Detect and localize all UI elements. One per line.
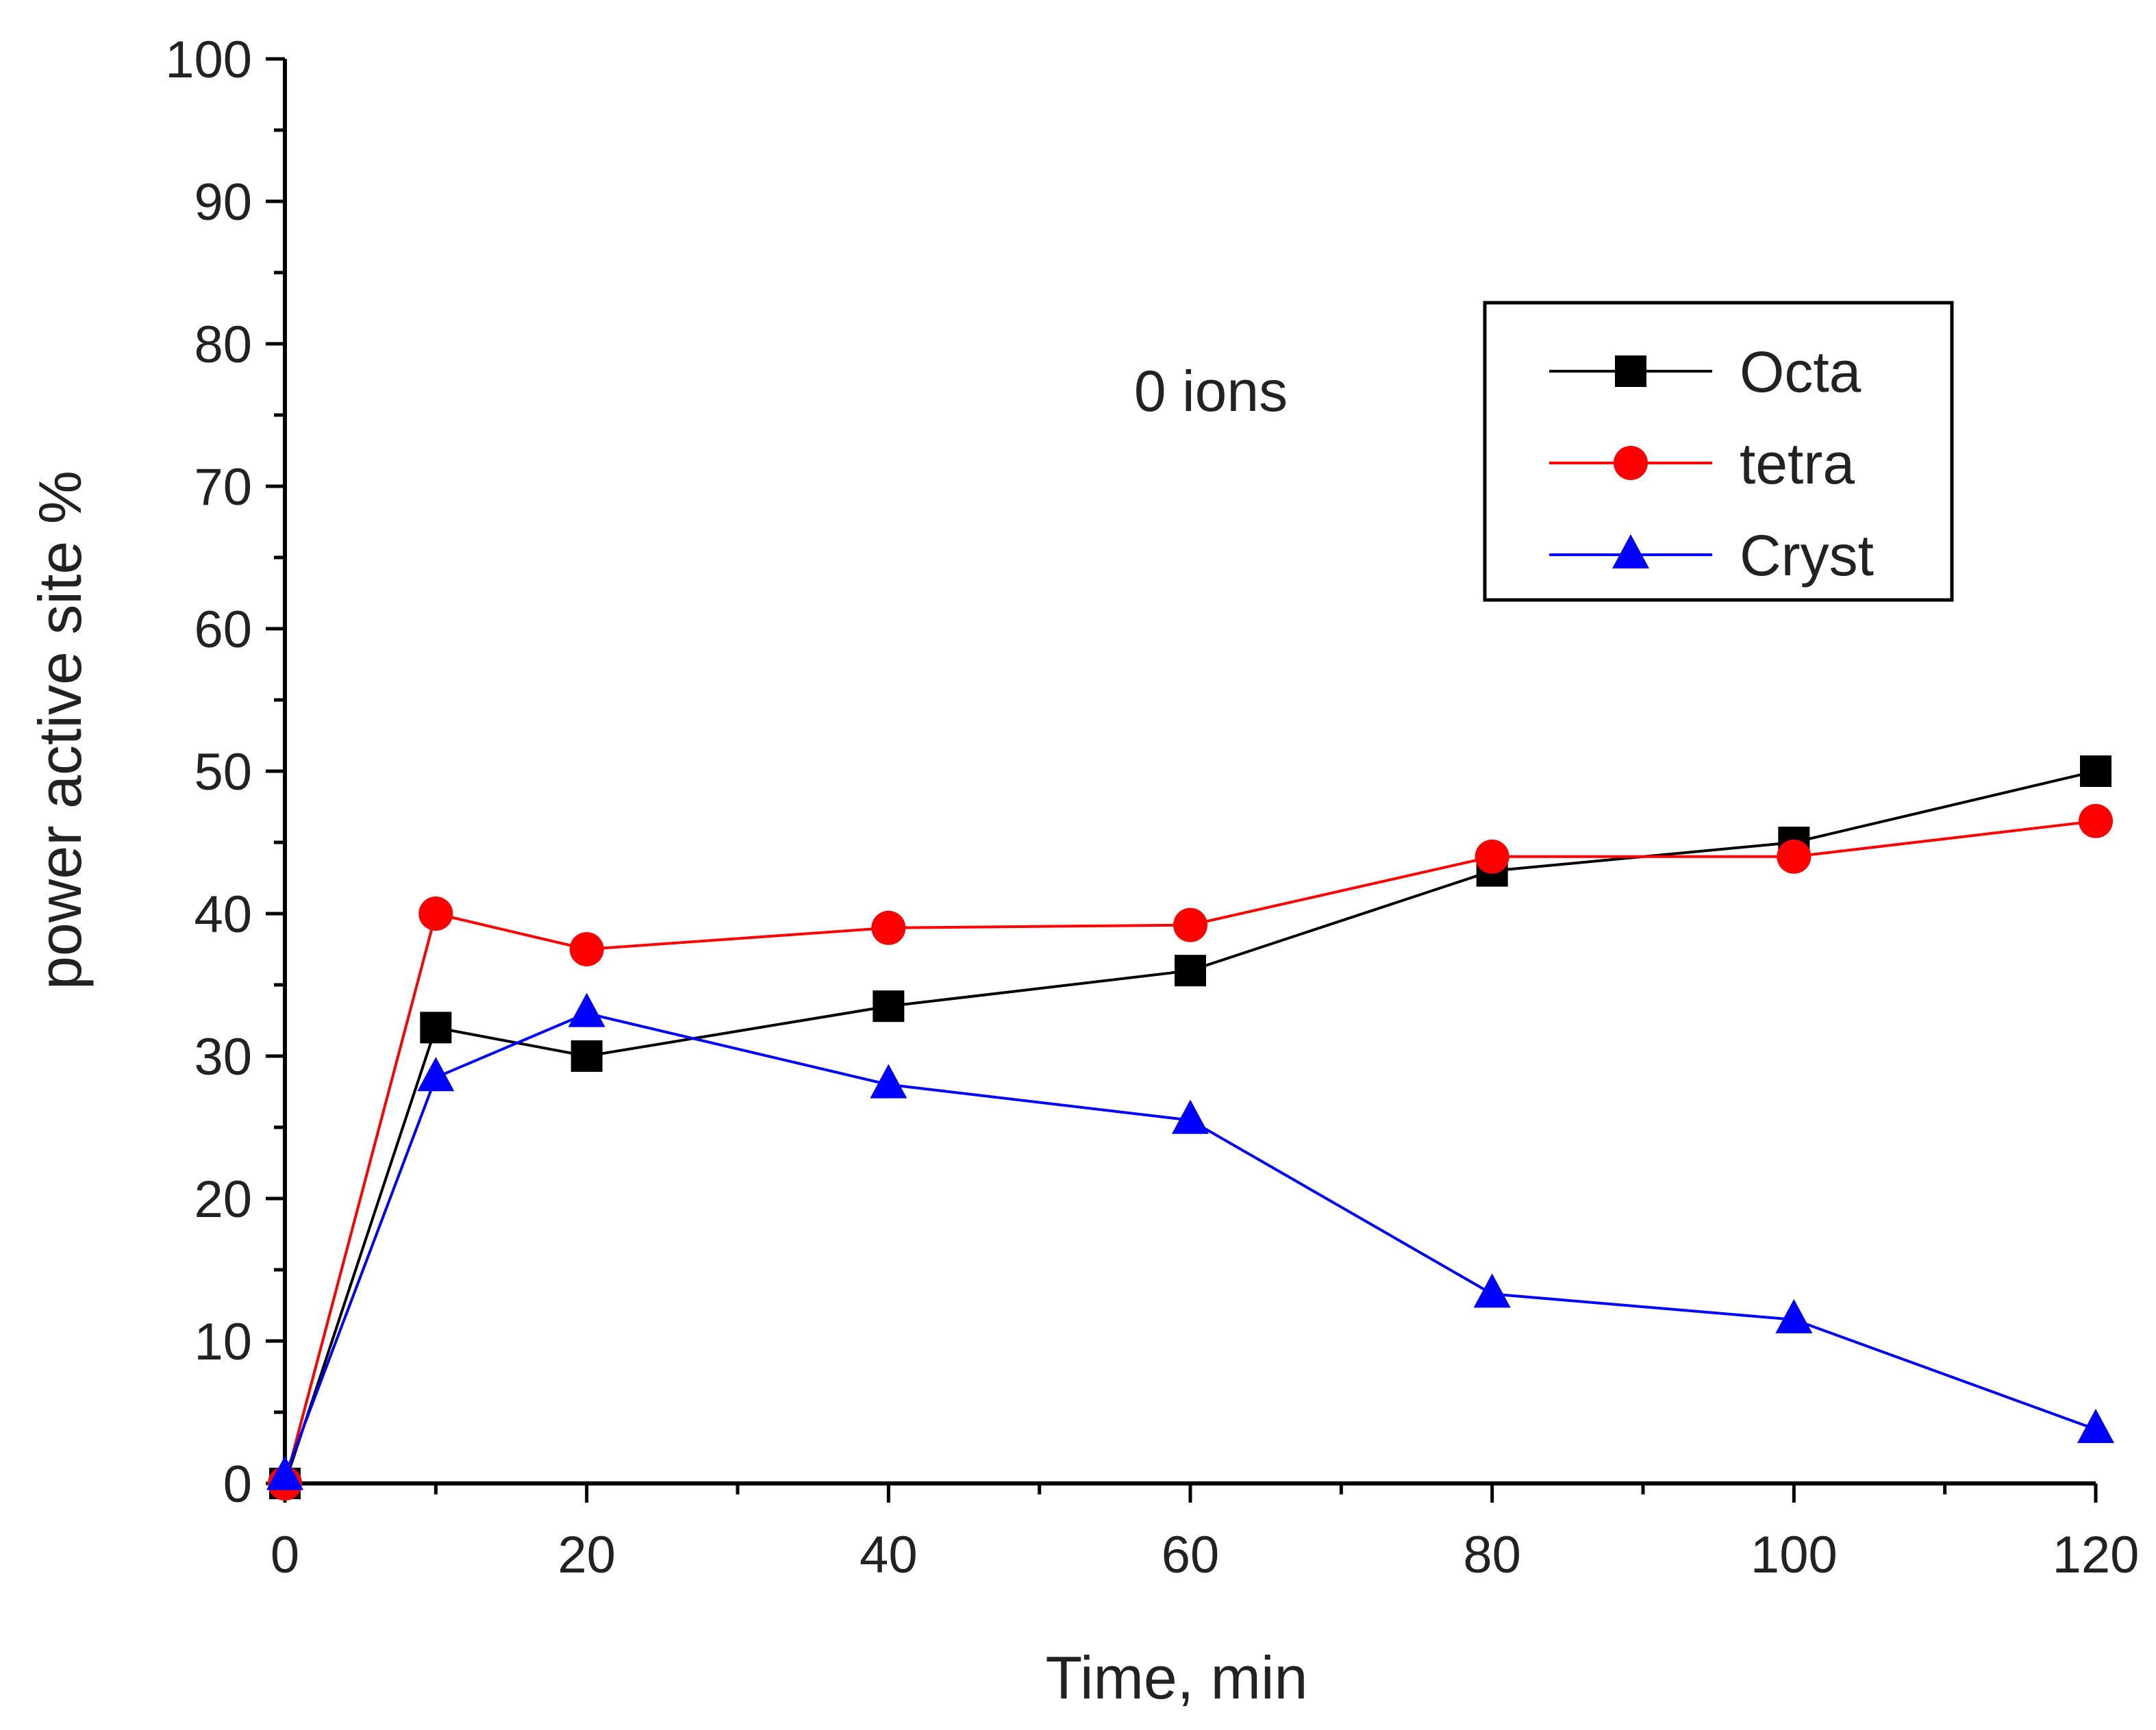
x-tick-label: 0 xyxy=(271,1526,299,1584)
data-point-octa xyxy=(1175,955,1206,987)
legend-item-cryst: Cryst xyxy=(1549,523,1874,588)
legend-marker xyxy=(1612,534,1649,568)
data-point-cryst xyxy=(1172,1099,1209,1134)
y-tick-label: 80 xyxy=(194,316,252,374)
data-point-octa xyxy=(420,1012,452,1044)
y-tick-label: 70 xyxy=(194,458,252,516)
x-axis-title: Time, min xyxy=(1046,1644,1308,1712)
series-layer xyxy=(266,755,2114,1501)
legend-marker xyxy=(1614,446,1648,480)
x-tick-label: 100 xyxy=(1751,1526,1838,1584)
data-point-octa xyxy=(571,1040,603,1072)
legend: Octa tetra Cryst xyxy=(1483,301,1954,602)
y-tick-label: 100 xyxy=(165,31,252,89)
legend-item-tetra: tetra xyxy=(1549,431,1855,496)
y-tick-label: 40 xyxy=(194,886,252,944)
data-point-cryst xyxy=(417,1057,455,1092)
data-point-cryst xyxy=(1775,1299,1813,1333)
series-line-tetra xyxy=(284,819,2096,1484)
data-point-cryst xyxy=(266,1455,303,1490)
data-point-cryst xyxy=(1473,1273,1511,1308)
data-point-octa xyxy=(873,990,905,1023)
x-tick-label: 60 xyxy=(1162,1526,1220,1584)
data-point-tetra xyxy=(1173,907,1207,942)
data-point-cryst xyxy=(2077,1408,2114,1443)
series-tetra xyxy=(268,803,2113,1501)
legend-box xyxy=(1483,301,1954,602)
y-tick-label: 50 xyxy=(194,743,252,801)
legend-item-octa: Octa xyxy=(1549,340,1862,404)
legend-label: Octa xyxy=(1740,340,1862,404)
x-tick-label: 20 xyxy=(557,1526,616,1584)
y-tick-label: 90 xyxy=(194,173,252,231)
x-tick-label: 40 xyxy=(860,1526,918,1584)
y-tick-label: 30 xyxy=(194,1028,252,1086)
y-tick-label: 10 xyxy=(194,1313,252,1371)
axes: 0 10 20 30 40 50 60 70 80 90 100 0 20 40 60 80 100 120 xyxy=(165,31,2139,1584)
data-point-tetra xyxy=(871,910,906,945)
data-point-tetra xyxy=(418,897,453,931)
data-point-cryst xyxy=(568,992,605,1027)
data-point-cryst xyxy=(870,1064,907,1099)
series-cryst xyxy=(266,992,2114,1490)
data-point-tetra xyxy=(569,932,604,966)
y-axis-title: power active site % xyxy=(26,471,94,990)
series-line-octa xyxy=(284,770,2096,1484)
annotation-label: 0 ions xyxy=(1134,359,1288,423)
legend-marker xyxy=(1615,355,1646,387)
data-point-octa xyxy=(2080,755,2111,787)
data-point-tetra xyxy=(1777,839,1812,874)
x-tick-label: 120 xyxy=(2053,1526,2140,1584)
data-point-tetra xyxy=(2079,803,2113,838)
series-line-cryst xyxy=(284,1012,2096,1477)
legend-label: tetra xyxy=(1740,431,1855,496)
y-tick-label: 20 xyxy=(194,1170,252,1229)
legend-label: Cryst xyxy=(1740,523,1874,588)
x-tick-label: 80 xyxy=(1463,1526,1521,1584)
y-tick-label: 0 xyxy=(223,1455,252,1514)
data-point-tetra xyxy=(1475,839,1509,874)
y-tick-label: 60 xyxy=(194,601,252,659)
